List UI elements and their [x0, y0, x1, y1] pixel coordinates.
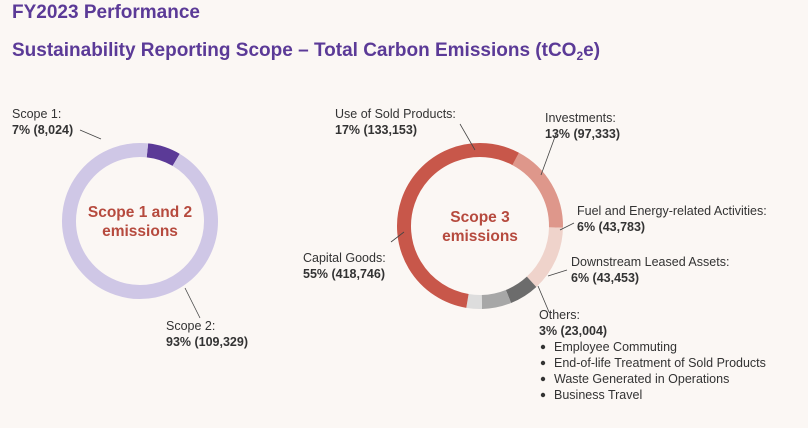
donut1-slice-0	[146, 143, 180, 167]
donut2-slice-label: Capital Goods:	[303, 251, 386, 265]
bullet-dot	[540, 360, 546, 366]
donut2-leader-line	[537, 285, 550, 313]
donut1-slice-label: Scope 1:	[12, 107, 61, 121]
donut1-leader-line	[79, 129, 102, 140]
donut2-slice-value: 55% (418,746)	[303, 267, 385, 281]
donut1-center-label: emissions	[102, 223, 178, 240]
donut1-slice-label: Scope 2:	[166, 319, 215, 333]
donut2-leader-line	[559, 222, 575, 231]
donut2-leader-line	[547, 269, 568, 277]
donut2-slice-label: Investments:	[545, 111, 616, 125]
subtitle-prefix: Sustainability Reporting Scope – Total C…	[12, 40, 577, 61]
others-list-item: End-of-life Treatment of Sold Products	[554, 356, 766, 370]
donut2-slice-label: Fuel and Energy-related Activities:	[577, 204, 767, 218]
donut2-leader-line	[459, 123, 476, 151]
donut2-leader-line	[540, 133, 557, 176]
donut2-center-label: Scope 3	[450, 209, 510, 226]
donut2-slice-label: Downstream Leased Assets:	[571, 255, 729, 269]
donut2-center-label: emissions	[442, 228, 518, 245]
donut1-slice-value: 93% (109,329)	[166, 335, 248, 349]
donut2-slice-label: Others:	[539, 308, 580, 322]
donut2-slice-value: 13% (97,333)	[545, 127, 620, 141]
donut2-slice-label: Use of Sold Products:	[335, 107, 456, 121]
others-list-item: Business Travel	[554, 388, 642, 402]
others-list-item: Employee Commuting	[554, 340, 677, 354]
page-title: FY2023 Performance	[12, 2, 200, 23]
donut1-leader-line	[184, 287, 201, 319]
donut2-slice-value: 6% (43,783)	[577, 220, 645, 234]
donut1-center-label: Scope 1 and 2	[88, 204, 192, 221]
donut2-slice-1	[526, 227, 563, 287]
donut2-slice-2	[505, 276, 537, 303]
donut2-slice-value: 17% (133,153)	[335, 123, 417, 137]
donut1-slice-1	[62, 143, 218, 299]
others-list-item: Waste Generated in Operations	[554, 372, 729, 386]
chart-subtitle: Sustainability Reporting Scope – Total C…	[12, 40, 600, 62]
donut2-slice-value: 3% (23,004)	[539, 324, 607, 338]
subtitle-subscript: 2	[576, 49, 584, 63]
donut2-slice-5	[397, 143, 519, 308]
donut2-slice-4	[466, 294, 483, 309]
bullet-dot	[540, 376, 546, 382]
donut2-slice-3	[481, 289, 512, 309]
donut2-slice-value: 6% (43,453)	[571, 271, 639, 285]
donut2-leader-line	[390, 231, 405, 243]
bullet-dot	[540, 344, 546, 350]
bullet-dot	[540, 392, 546, 398]
subtitle-suffix: e)	[583, 40, 601, 61]
donut2-slice-0	[512, 152, 563, 228]
donut1-slice-value: 7% (8,024)	[12, 123, 73, 137]
